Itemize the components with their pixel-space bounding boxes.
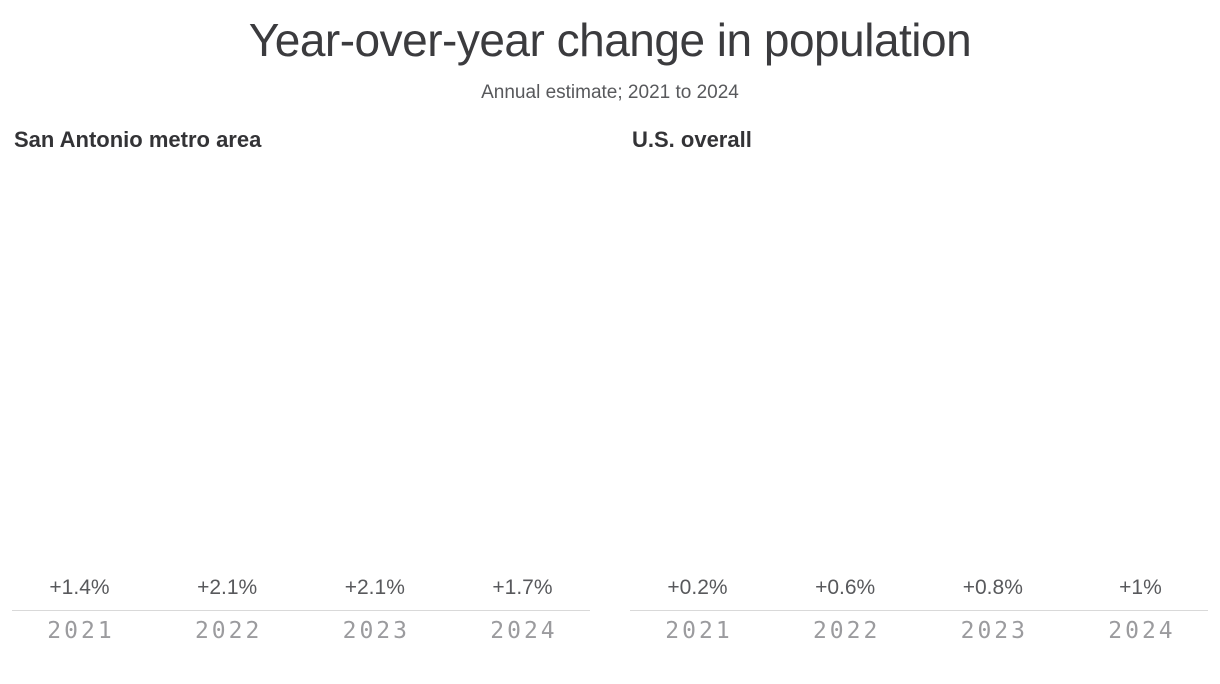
bar-column: +0.2% bbox=[650, 576, 745, 610]
bar-column: +1% bbox=[1093, 576, 1188, 610]
bar-column: +1.7% bbox=[475, 576, 570, 610]
x-axis-tick: 2024 bbox=[1108, 618, 1176, 645]
bar-value-label: +1.4% bbox=[49, 576, 110, 600]
x-axis-tick: 2023 bbox=[960, 618, 1028, 645]
x-axis-san-antonio: 2021 2022 2023 2024 bbox=[12, 618, 590, 644]
x-axis-tick: 2021 bbox=[47, 618, 115, 645]
chart-subtitle: Annual estimate; 2021 to 2024 bbox=[481, 81, 739, 103]
x-axis-tick: 2022 bbox=[194, 618, 263, 645]
bar-chart-us-overall: +0.2% +0.6% +0.8% +1% bbox=[630, 168, 1208, 612]
bar-column: +2.1% bbox=[180, 576, 275, 610]
x-axis-tick: 2023 bbox=[342, 618, 410, 645]
bar-column: +0.8% bbox=[945, 576, 1040, 610]
bar-value-label: +2.1% bbox=[344, 576, 405, 600]
bar-value-label: +1.7% bbox=[492, 576, 553, 600]
panel-title-us-overall: U.S. overall bbox=[632, 126, 752, 152]
panel-us-overall: U.S. overall +0.2% +0.6% +0.8% +1% 2021 2022… bbox=[630, 126, 1208, 644]
bar-value-label: +0.6% bbox=[815, 576, 876, 600]
x-axis-tick: 2022 bbox=[812, 618, 881, 645]
panels-row: San Antonio metro area +1.4% +2.1% +2.1% +1… bbox=[0, 126, 1220, 644]
panel-title-san-antonio: San Antonio metro area bbox=[14, 126, 262, 152]
bar-chart-san-antonio: +1.4% +2.1% +2.1% +1.7% bbox=[12, 168, 590, 612]
x-axis-tick: 2024 bbox=[490, 618, 558, 645]
bar-column: +1.4% bbox=[32, 576, 127, 610]
bar-column: +0.6% bbox=[798, 576, 893, 610]
x-axis-tick: 2021 bbox=[665, 618, 733, 645]
bar-value-label: +0.2% bbox=[667, 576, 728, 600]
bar-value-label: +1% bbox=[1119, 576, 1162, 600]
x-axis-us-overall: 2021 2022 2023 2024 bbox=[630, 618, 1208, 644]
bar-column: +2.1% bbox=[327, 576, 422, 610]
bar-value-label: +2.1% bbox=[197, 576, 258, 600]
panel-san-antonio: San Antonio metro area +1.4% +2.1% +2.1% +1… bbox=[12, 126, 590, 644]
chart-title: Year-over-year change in population bbox=[248, 14, 972, 66]
bar-value-label: +0.8% bbox=[962, 576, 1023, 600]
